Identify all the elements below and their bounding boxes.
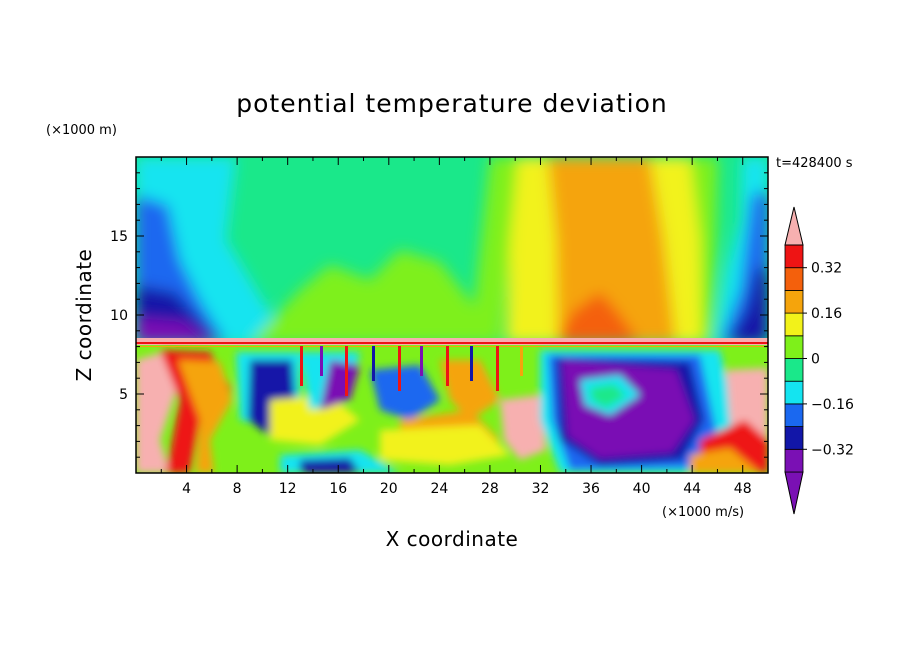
x-tick-label: 16	[329, 481, 347, 497]
blob-green-eye	[590, 384, 626, 408]
x-tick-label: 44	[683, 481, 701, 497]
colorbar-segment	[784, 403, 804, 427]
x-tick-label: 8	[233, 481, 242, 497]
y-axis-title: Z coordinate	[72, 249, 96, 382]
y-unit-label: (×1000 m)	[46, 123, 117, 138]
x-tick-label: 24	[430, 481, 448, 497]
colorbar-label: 0.16	[811, 306, 842, 322]
x-tick-label: 28	[481, 481, 499, 497]
colorbar-segment	[784, 426, 804, 450]
blob-yellow-1	[270, 395, 360, 445]
striation	[446, 346, 449, 386]
striation	[398, 346, 401, 391]
blob-pink-left	[136, 350, 180, 473]
colorbar-segment	[784, 358, 804, 382]
y-tick-label: 10	[110, 308, 128, 324]
x-tick-label: 4	[182, 481, 191, 497]
upper-bands	[136, 157, 768, 343]
wave-striations	[136, 342, 768, 396]
band-yellow	[506, 157, 566, 343]
y-axis: 5 10 15	[110, 172, 768, 458]
blob-purple-right	[562, 360, 694, 458]
band-lime-far-right	[690, 157, 718, 343]
striation	[300, 346, 303, 386]
striation	[136, 342, 768, 344]
x-axis: 4 8 12 16 20 24 28 32 36 40 44 48	[160, 157, 752, 497]
band-navy-right	[726, 266, 768, 343]
colorbar-segment	[784, 244, 804, 269]
blob-orange-left	[178, 360, 232, 473]
x-tick-label: 32	[532, 481, 550, 497]
x-tick-label: 20	[380, 481, 398, 497]
colorbar-segment	[784, 448, 804, 473]
x-axis-title: X coordinate	[386, 527, 519, 551]
striation	[320, 346, 323, 376]
time-label: t=428400 s	[776, 156, 853, 171]
colorbar-segment	[784, 380, 804, 405]
colorbar-segment	[784, 267, 804, 291]
blob-purple-1	[320, 360, 360, 410]
striation	[372, 346, 375, 381]
striation	[420, 346, 423, 376]
colorbar-segment	[784, 312, 804, 337]
contour-field	[136, 157, 768, 473]
band-yellow-right	[650, 157, 702, 343]
chart-title: potential temperature deviation	[236, 89, 667, 118]
y-tick-label: 15	[110, 229, 128, 245]
colorbar-label: −0.32	[811, 442, 854, 458]
blob-blue-mid	[370, 365, 440, 420]
colorbar-label: 0	[811, 352, 820, 368]
blob-pink-mid	[500, 395, 546, 460]
x-tick-label: 36	[582, 481, 600, 497]
band-purple-left	[136, 318, 215, 343]
striation	[470, 346, 473, 381]
striation	[136, 346, 768, 347]
colorbar-under-triangle	[784, 471, 804, 515]
blob-red-mid	[440, 360, 500, 420]
striation	[496, 346, 499, 391]
colorbar-label: −0.16	[811, 397, 854, 413]
colorbar-over-triangle	[784, 206, 804, 246]
colorbar-segment	[784, 289, 804, 314]
colorbar-segment	[784, 335, 804, 359]
colorbar-label: 0.32	[811, 261, 842, 277]
x-unit-label: (×1000 m/s)	[662, 505, 744, 520]
blob-navy-bottom	[300, 458, 360, 473]
lower-blobs	[136, 350, 768, 473]
y-tick-label: 5	[119, 387, 128, 403]
band-lime-mid	[250, 250, 500, 343]
band-red-orange-bump	[556, 292, 640, 343]
striation	[345, 346, 348, 396]
x-tick-label: 48	[734, 481, 752, 497]
x-tick-label: 40	[633, 481, 651, 497]
colorbar: 0.32 0.16 0 −0.16 −0.32	[784, 206, 854, 515]
blob-yellow-mid	[380, 425, 510, 465]
x-tick-label: 12	[279, 481, 297, 497]
band-orange-dark	[600, 157, 676, 343]
striation	[520, 346, 523, 376]
